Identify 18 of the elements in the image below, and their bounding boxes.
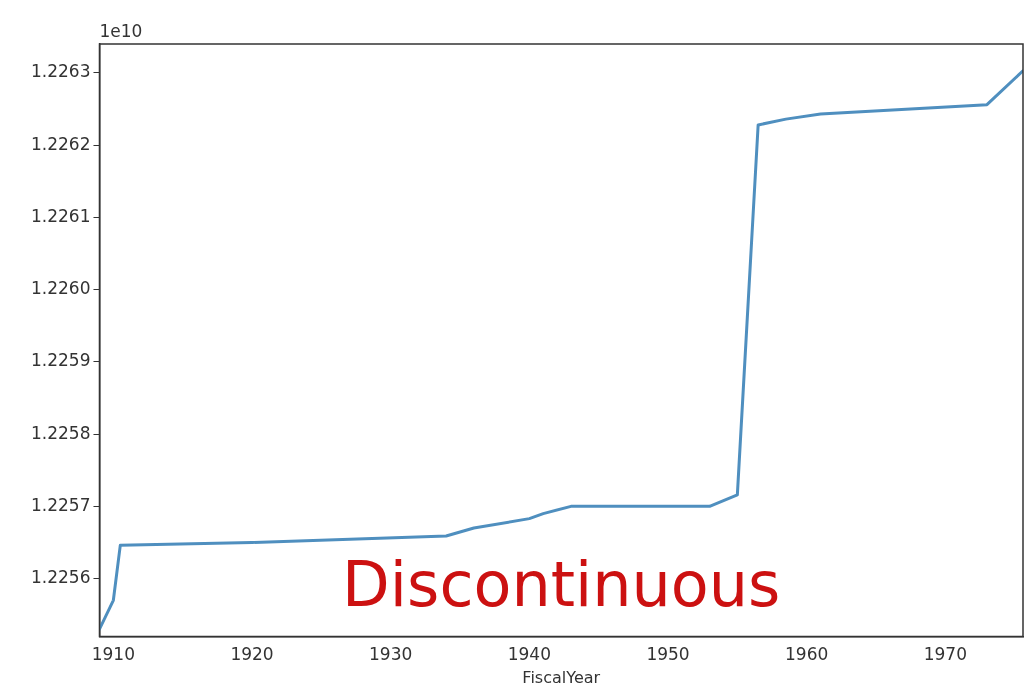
y-tick-label: 1.2263 xyxy=(31,61,91,82)
y-tick-label: 1.2258 xyxy=(31,422,91,443)
x-tick-label: 1950 xyxy=(646,644,690,665)
x-tick-label: 1910 xyxy=(91,644,135,665)
x-axis-title: FiscalYear xyxy=(522,667,601,687)
y-tick-label: 1.2260 xyxy=(31,278,91,299)
x-tick-label: 1920 xyxy=(230,644,274,665)
x-tick-label: 1960 xyxy=(785,644,829,665)
y-tick-label: 1.2262 xyxy=(31,133,91,154)
annotation: Discontinuous xyxy=(342,548,781,622)
x-tick-label: 1970 xyxy=(923,644,967,665)
y-tick-label: 1.2261 xyxy=(31,205,91,226)
y-tick-label: 1.2259 xyxy=(31,350,91,371)
text: 1e10 xyxy=(99,20,143,41)
x-tick-label: 1930 xyxy=(369,644,413,665)
x-tick-label: 1940 xyxy=(507,644,551,665)
y-tick-label: 1.2257 xyxy=(31,494,91,515)
y-tick-label: 1.2256 xyxy=(31,567,91,588)
